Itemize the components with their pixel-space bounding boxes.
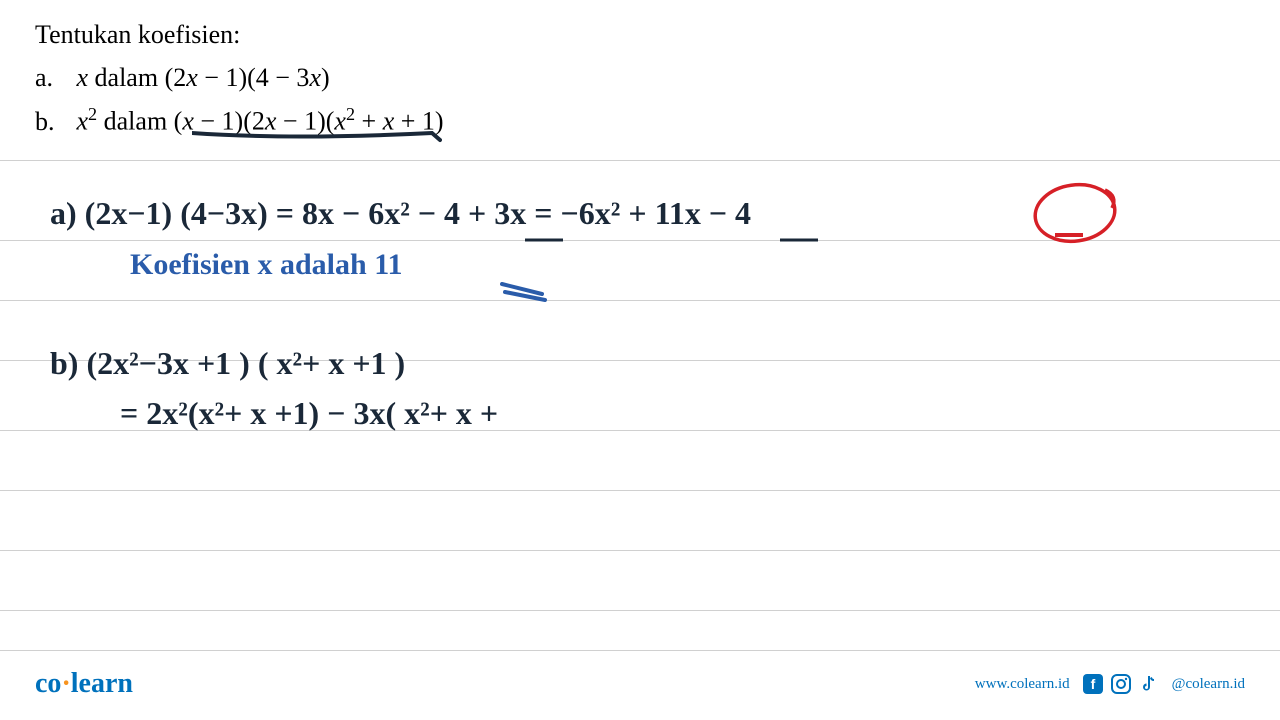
problem-statement: Tentukan koefisien: a. x dalam (2x − 1)(… (35, 15, 444, 145)
underline-mark (192, 128, 442, 148)
social-handle: @colearn.id (1172, 676, 1245, 693)
footer-right: www.colearn.id f @colearn.id (975, 673, 1245, 695)
problem-item-a: a. x dalam (2x − 1)(4 − 3x) (35, 58, 444, 97)
solution-line-b2: = 2x²(x²+ x +1) − 3x( x²+ x + (120, 395, 498, 432)
annotation-coefficient: Koefisien x adalah 11 (130, 248, 403, 282)
blue-double-underline (500, 282, 550, 302)
red-underline-11x (1055, 232, 1090, 242)
facebook-icon: f (1082, 673, 1104, 695)
footer: co·learn www.colearn.id f @colearn.id (0, 668, 1280, 700)
logo: co·learn (35, 668, 133, 700)
solution-line-b1: b) (2x²−3x +1 ) ( x²+ x +1 ) (50, 345, 405, 382)
problem-title: Tentukan koefisien: (35, 15, 444, 54)
instagram-icon (1110, 673, 1132, 695)
website-url: www.colearn.id (975, 676, 1070, 693)
underline-8x (525, 237, 565, 245)
social-icons: f (1082, 673, 1160, 695)
tiktok-icon (1138, 673, 1160, 695)
solution-line-a: a) (2x−1) (4−3x) = 8x − 6x² − 4 + 3x = −… (50, 195, 751, 232)
svg-text:f: f (1090, 676, 1095, 692)
underline-3x (780, 237, 820, 245)
